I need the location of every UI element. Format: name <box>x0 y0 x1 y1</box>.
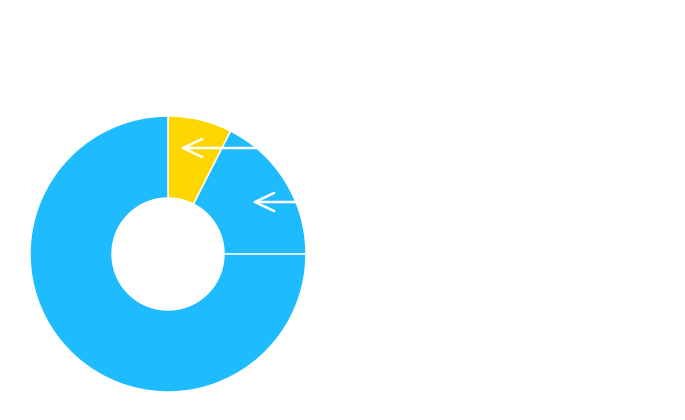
donut <box>29 115 307 393</box>
slice <box>29 115 307 393</box>
slice <box>192 130 307 255</box>
annotation-arrows <box>181 137 300 213</box>
